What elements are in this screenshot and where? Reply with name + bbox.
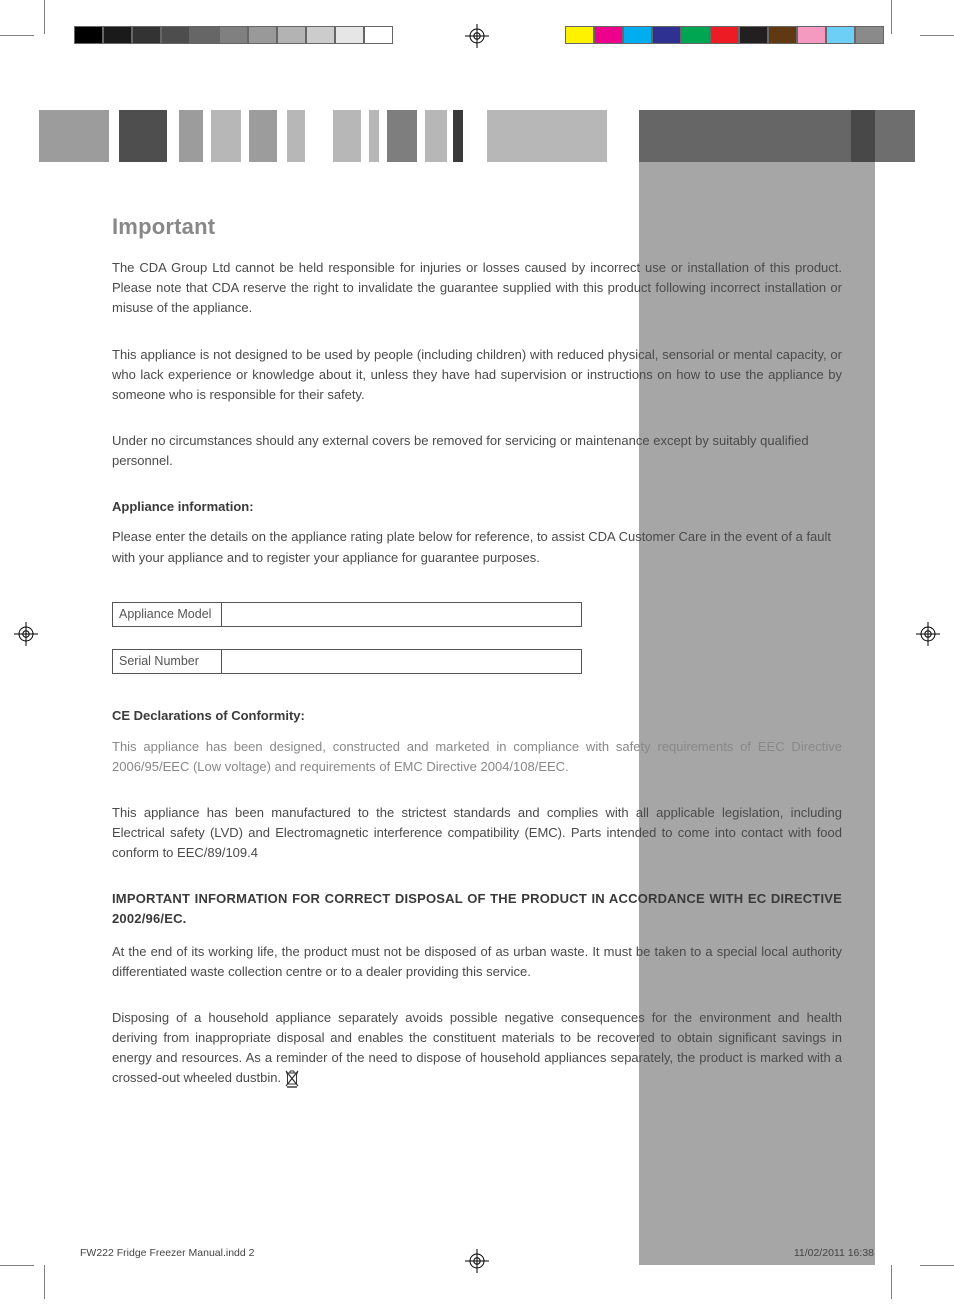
form-field-serial[interactable] <box>222 649 582 674</box>
registration-mark-icon <box>465 1249 489 1273</box>
swatch <box>681 26 710 44</box>
print-registration-top <box>0 24 954 46</box>
form-row-serial: Serial Number <box>112 649 842 674</box>
header-block <box>287 110 305 162</box>
header-block <box>249 110 277 162</box>
swatch <box>826 26 855 44</box>
swatch <box>248 26 277 44</box>
paragraph: This appliance is not designed to be use… <box>112 345 842 405</box>
swatch <box>219 26 248 44</box>
paragraph: Please enter the details on the applianc… <box>112 527 842 567</box>
subheading-appliance-info: Appliance information: <box>112 497 842 517</box>
header-block <box>211 110 241 162</box>
paragraph-text: Disposing of a household appliance separ… <box>112 1010 842 1085</box>
footer-slug-left: FW222 Fridge Freezer Manual.indd 2 <box>80 1247 255 1259</box>
document-body: Important The CDA Group Ltd cannot be he… <box>112 210 842 1114</box>
registration-mark-icon <box>14 622 38 646</box>
header-block <box>487 110 607 162</box>
header-block <box>387 110 417 162</box>
header-block <box>119 110 167 162</box>
paragraph: This appliance has been manufactured to … <box>112 803 842 863</box>
paragraph-disposal-final: Disposing of a household appliance separ… <box>112 1008 842 1089</box>
grayscale-swatches <box>74 26 393 44</box>
paragraph: Under no circumstances should any extern… <box>112 431 842 471</box>
swatch <box>335 26 364 44</box>
registration-mark-icon <box>916 622 940 646</box>
form-row-model: Appliance Model <box>112 602 842 627</box>
swatch <box>364 26 393 44</box>
header-block <box>425 110 447 162</box>
header-block <box>333 110 361 162</box>
swatch <box>652 26 681 44</box>
color-swatches <box>565 26 884 44</box>
swatch <box>132 26 161 44</box>
swatch <box>797 26 826 44</box>
swatch <box>710 26 739 44</box>
header-block <box>369 110 379 162</box>
paragraph: The CDA Group Ltd cannot be held respons… <box>112 258 842 318</box>
swatch <box>74 26 103 44</box>
swatch <box>103 26 132 44</box>
swatch <box>623 26 652 44</box>
page-title: Important <box>112 210 842 244</box>
subheading-ce: CE Declarations of Conformity: <box>112 706 842 726</box>
swatch <box>306 26 335 44</box>
swatch <box>565 26 594 44</box>
swatch <box>190 26 219 44</box>
paragraph: This appliance has been designed, constr… <box>112 737 842 777</box>
weee-bin-icon <box>285 1070 299 1088</box>
subheading-disposal: IMPORTANT INFORMATION FOR CORRECT DISPOS… <box>112 889 842 929</box>
swatch <box>739 26 768 44</box>
swatch <box>855 26 884 44</box>
footer-slug-right: 11/02/2011 16:38 <box>794 1247 874 1259</box>
form-field-model[interactable] <box>222 602 582 627</box>
form-label-serial: Serial Number <box>112 649 222 674</box>
swatch <box>594 26 623 44</box>
header-block <box>179 110 203 162</box>
paragraph: At the end of its working life, the prod… <box>112 942 842 982</box>
header-block <box>453 110 463 162</box>
header-block <box>39 110 109 162</box>
swatch <box>768 26 797 44</box>
swatch <box>277 26 306 44</box>
registration-mark-icon <box>465 24 489 48</box>
form-label-model: Appliance Model <box>112 602 222 627</box>
swatch <box>161 26 190 44</box>
